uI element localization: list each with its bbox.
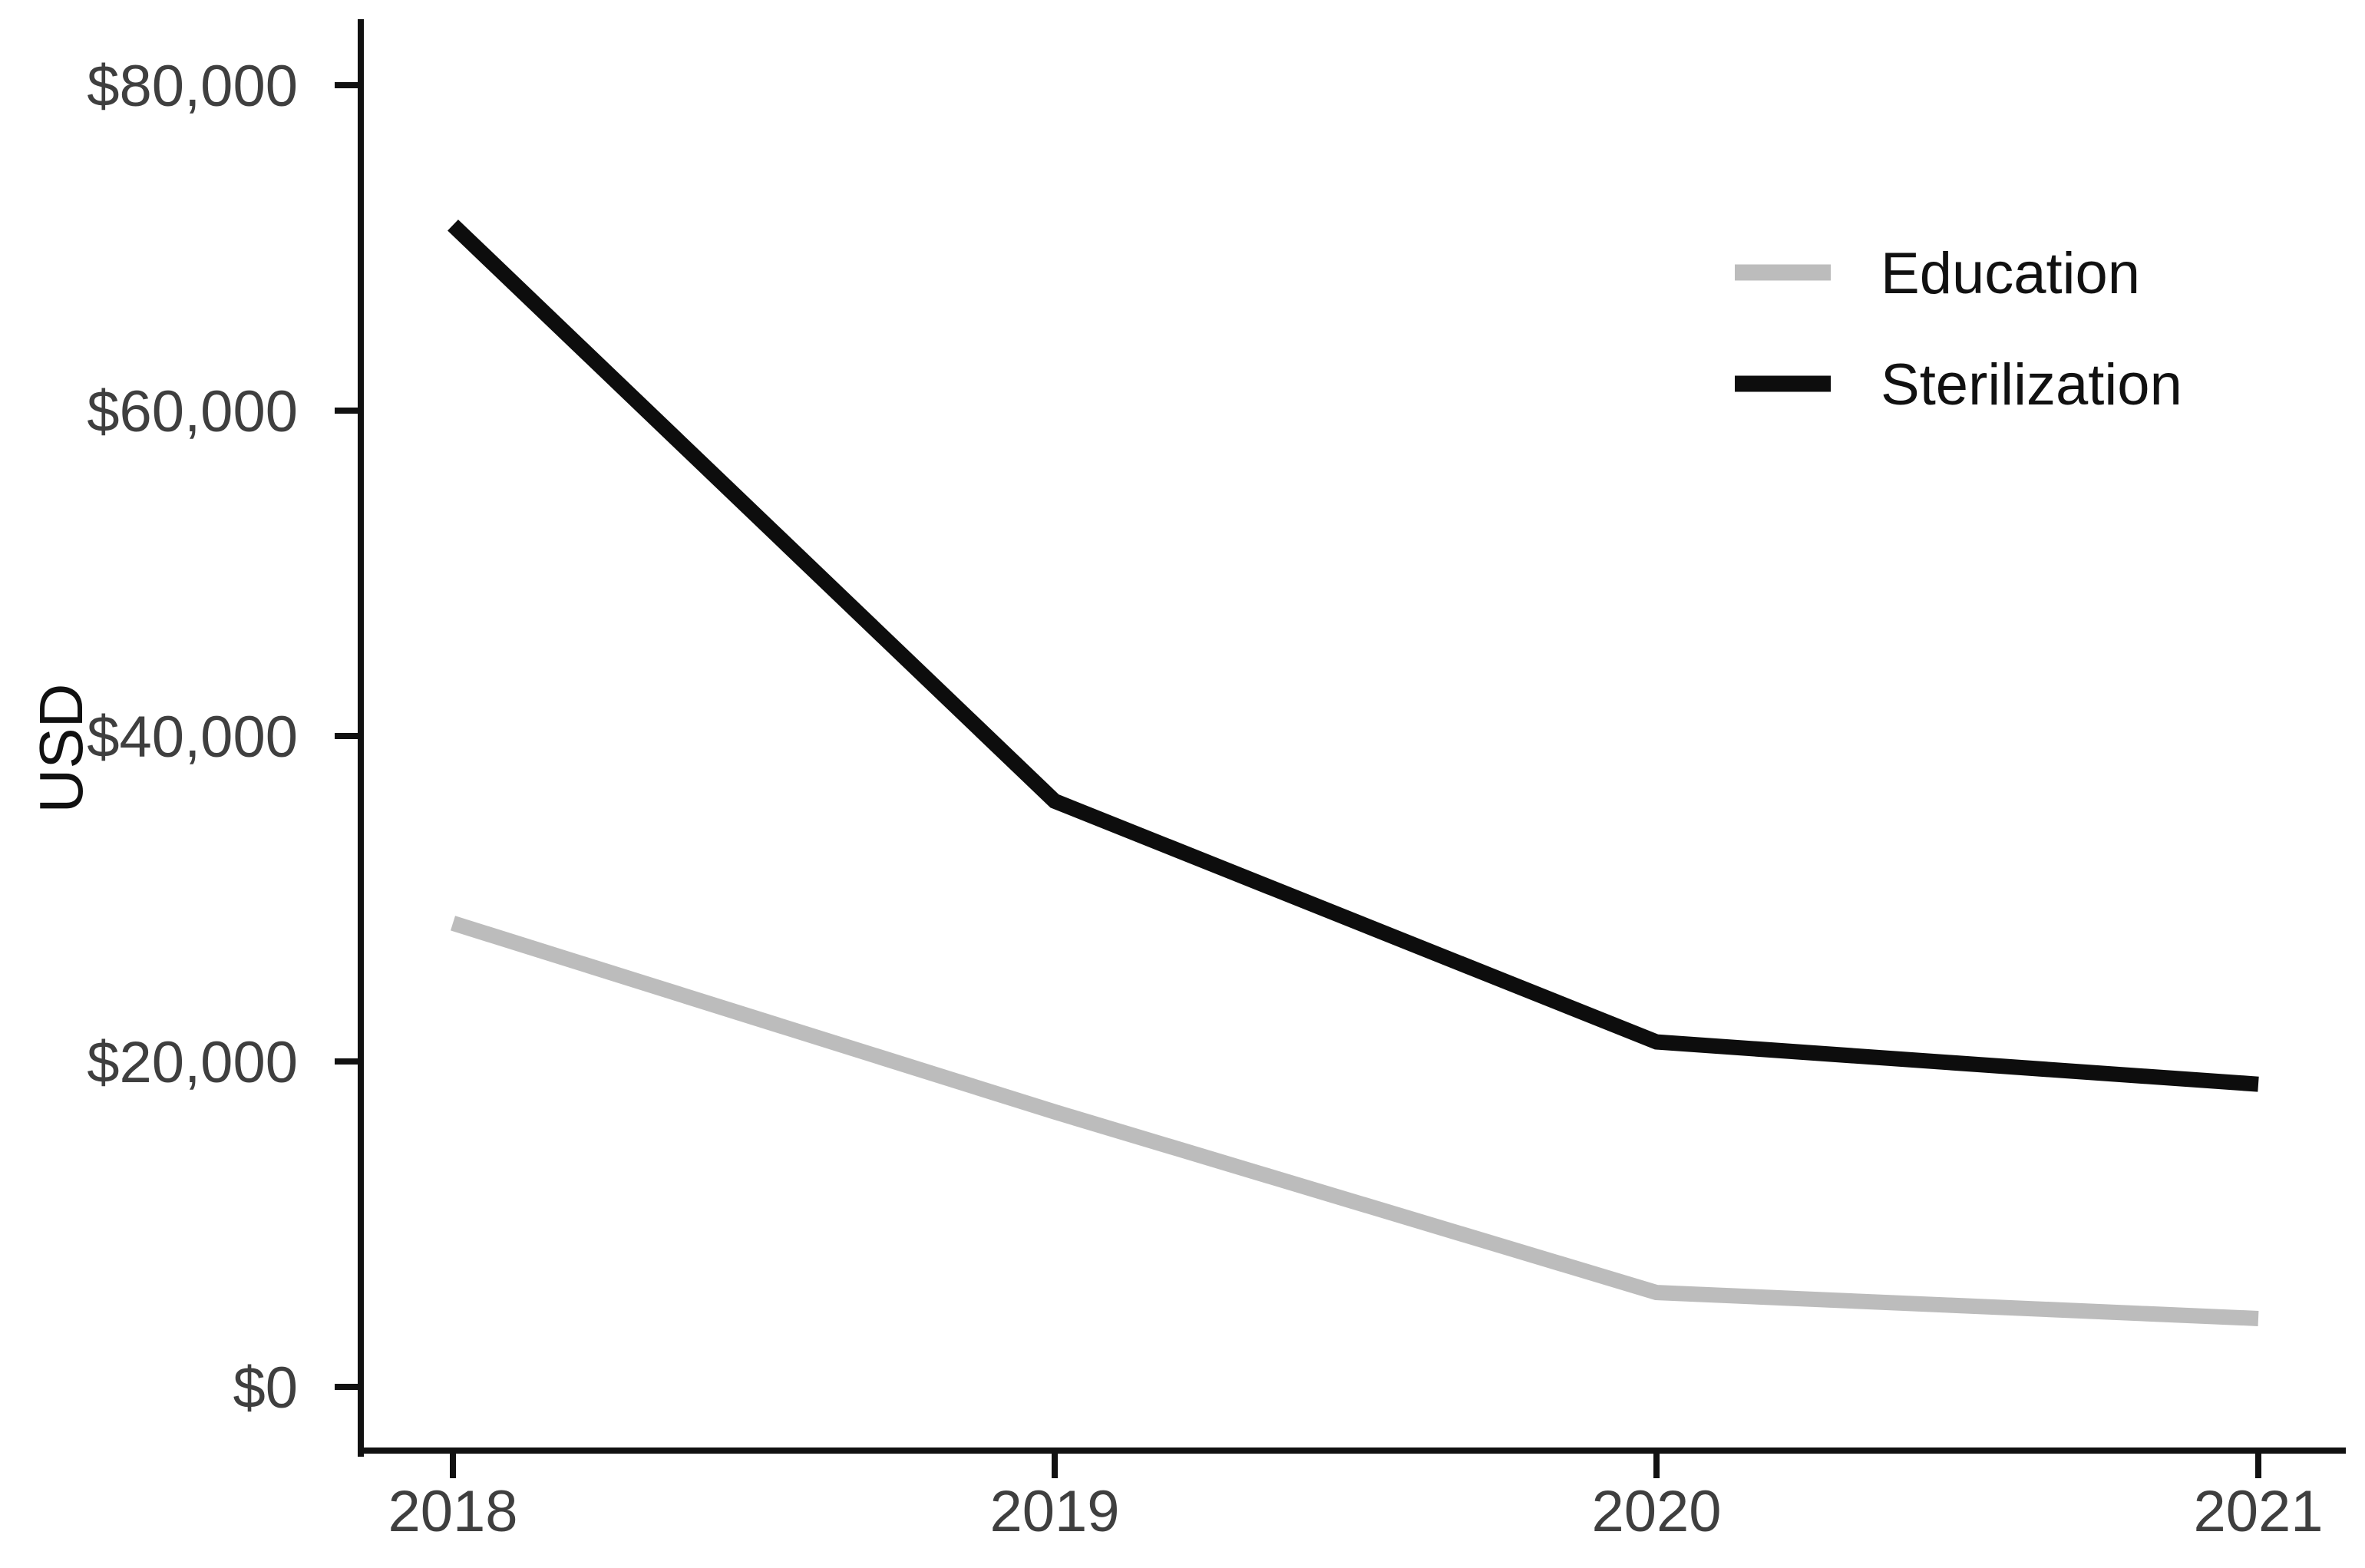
x-tick-label: 2018 [388, 1479, 517, 1544]
series-line-education [451, 916, 2259, 1326]
series-line-sterilization [448, 220, 2259, 1092]
y-axis-title: USD [27, 684, 95, 814]
legend-label-education: Education [1881, 241, 2140, 306]
x-tick-label: 2019 [989, 1479, 1119, 1544]
plot-area: $0 $20,000 $40,000 $60,000 $80,000 2018 2019 20… [87, 19, 2346, 1544]
y-tick-label: $40,000 [87, 705, 298, 770]
legend-label-sterilization: Sterilization [1881, 352, 2182, 418]
y-tick-label: $20,000 [87, 1030, 298, 1095]
x-tick-label: 2020 [1591, 1479, 1721, 1544]
y-tick-label: $60,000 [87, 379, 298, 444]
y-tick-label: $80,000 [87, 54, 298, 119]
y-tick-label: $0 [233, 1355, 298, 1421]
x-tick-label: 2021 [2193, 1479, 2323, 1544]
